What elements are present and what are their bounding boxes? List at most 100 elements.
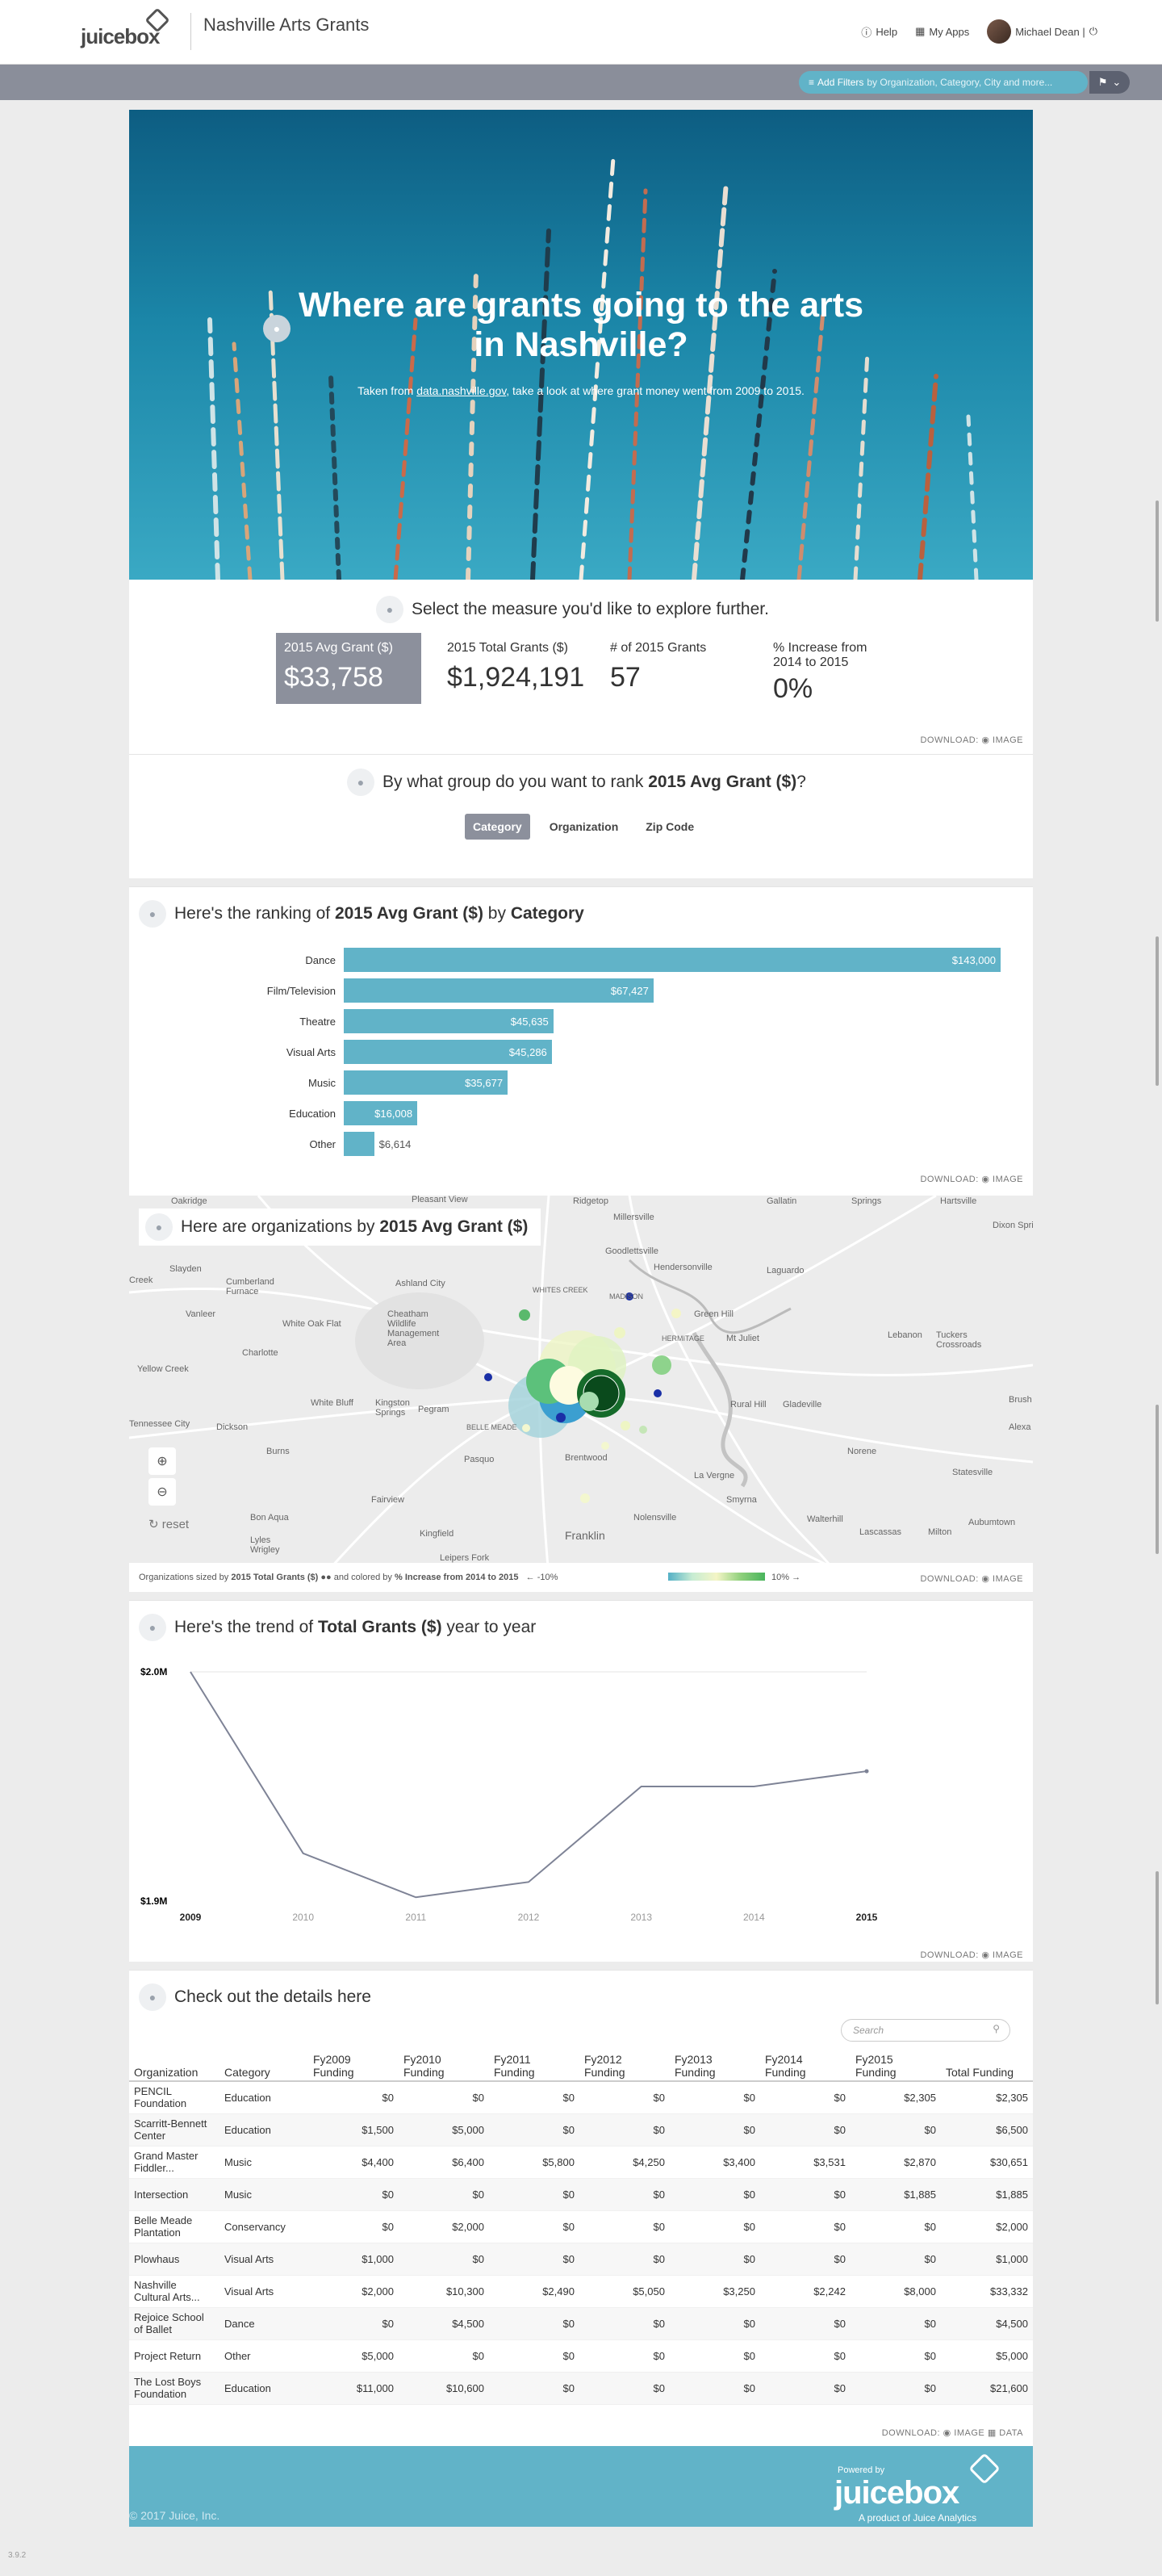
trend-series-line[interactable]: [190, 1671, 867, 1899]
trend-point[interactable]: [864, 1769, 869, 1774]
bar-education[interactable]: [344, 1101, 418, 1125]
user-menu[interactable]: Michael Dean | ⏻: [987, 19, 1097, 44]
svg-text:Laguardo: Laguardo: [767, 1266, 805, 1275]
download-image-link[interactable]: DOWNLOAD: ◉ IMAGE: [920, 1573, 1023, 1584]
zoom-out-button[interactable]: ⊖: [148, 1478, 176, 1506]
kpi-label: # of 2015 Grants: [610, 641, 707, 655]
x-tick-label: 2013: [630, 1912, 652, 1923]
search-icon: ⚲: [993, 2023, 1000, 2034]
bar-theatre[interactable]: [344, 1009, 554, 1033]
svg-text:Leipers Fork: Leipers Fork: [440, 1553, 490, 1563]
camera-icon[interactable]: ◉: [943, 2428, 951, 2438]
svg-text:BELLE MEADE: BELLE MEADE: [466, 1423, 517, 1431]
data-nashville-link[interactable]: data.nashville.gov: [416, 384, 507, 397]
download-image-link[interactable]: DOWNLOAD: ◉ IMAGE: [920, 1174, 1023, 1184]
comment-icon[interactable]: ●: [139, 1983, 166, 2011]
scroll-indicator[interactable]: [1156, 1405, 1159, 1554]
table-icon[interactable]: ▦: [987, 2428, 997, 2438]
details-table-scroll[interactable]: Organization Category Fy2009 Funding Fy2010…: [129, 2051, 1033, 2415]
table-row[interactable]: Intersection Music $0 $0 $0 $0 $0 $0 $1,885 $1,88…: [129, 2178, 1033, 2211]
table-row[interactable]: Scarritt-Bennett Center Education $1,500 $5…: [129, 2113, 1033, 2147]
svg-text:Norene: Norene: [847, 1447, 876, 1456]
table-row[interactable]: TN Art LeagueVisual Arts$10,000$12,000$0…: [129, 2404, 1033, 2415]
comment-icon[interactable]: ●: [376, 596, 403, 623]
table-cell: Nashville Cultural Arts...: [129, 2275, 219, 2308]
column-header[interactable]: Total Funding: [940, 2051, 1033, 2082]
kpi-num-grants[interactable]: # of 2015 Grants 57: [602, 633, 731, 704]
organization-map[interactable]: Oakridge Pleasant View Ridgetop Millersvil…: [129, 1196, 1033, 1577]
scroll-indicator[interactable]: [1156, 1871, 1159, 2004]
power-icon[interactable]: ⏻: [1089, 25, 1097, 37]
download-image-link[interactable]: DOWNLOAD: ◉ IMAGE: [920, 735, 1023, 745]
my-apps-link[interactable]: ▦ My Apps: [915, 25, 969, 38]
bar-visual-arts[interactable]: [344, 1040, 552, 1064]
tab-category[interactable]: Category: [465, 814, 530, 840]
bar-film-television[interactable]: [344, 978, 654, 1003]
tab-zip-code[interactable]: Zip Code: [646, 820, 695, 833]
table-cell: $1,000: [307, 2243, 399, 2276]
juicebox-logo[interactable]: juicebox: [81, 7, 178, 48]
svg-text:Milton: Milton: [928, 1527, 951, 1537]
table-row[interactable]: PENCIL Foundation Education $0 $0 $0 $0 $0 $0 $2…: [129, 2081, 1033, 2114]
comment-icon[interactable]: ●: [347, 769, 374, 796]
bookmark-button[interactable]: ⚑ ⌄: [1089, 71, 1130, 94]
details-panel: ● Check out the details here Search ⚲ Org…: [129, 1970, 1033, 2446]
download-label: DOWNLOAD:: [920, 1950, 979, 1960]
add-filters-button[interactable]: ≡ Add Filters by Organization, Category,…: [799, 71, 1088, 94]
bar-value-label: $6,614: [378, 1138, 412, 1150]
table-row[interactable]: Belle Meade Plantation Conservancy $0 $2,00…: [129, 2210, 1033, 2243]
kpi-avg-grant[interactable]: 2015 Avg Grant ($) $33,758: [276, 633, 421, 704]
table-row[interactable]: Project Return Other $5,000 $0 $0 $0 $0 $0 $0 $5,…: [129, 2339, 1033, 2373]
column-header[interactable]: Fy2011 Funding: [488, 2051, 579, 2082]
comment-icon[interactable]: ●: [145, 1213, 173, 1241]
measure-prompt: ● Select the measure you'd like to explo…: [376, 596, 769, 623]
help-link[interactable]: ⓘ Help: [861, 24, 897, 40]
measure-prompt-text: Select the measure you'd like to explore…: [412, 600, 769, 618]
table-cell: $0: [850, 2404, 941, 2415]
table-row[interactable]: Rejoice School of Ballet Dance $0 $4,500 $0 $…: [129, 2307, 1033, 2340]
table-row[interactable]: Grand Master Fiddler... Music $4,400 $6,400…: [129, 2146, 1033, 2179]
column-header[interactable]: Category: [219, 2051, 308, 2082]
table-search-input[interactable]: Search ⚲: [841, 2019, 1010, 2042]
help-label: Help: [876, 25, 898, 38]
bar-value-label: $143,000: [951, 954, 996, 966]
bar-music[interactable]: [344, 1070, 508, 1095]
svg-text:Pegram: Pegram: [418, 1405, 449, 1414]
table-cell: $11,000: [307, 2372, 399, 2405]
svg-text:Green Hill: Green Hill: [694, 1309, 734, 1319]
zoom-in-button[interactable]: ⊕: [148, 1447, 176, 1475]
table-row[interactable]: The Lost Boys Foundation Education $11,000…: [129, 2372, 1033, 2405]
comment-icon[interactable]: ●: [263, 315, 290, 342]
column-header[interactable]: Organization: [129, 2051, 219, 2082]
table-cell: $0: [307, 2210, 399, 2243]
scroll-indicator[interactable]: [1156, 501, 1159, 622]
table-cell: $8,000: [850, 2275, 941, 2308]
table-cell: Music: [219, 2146, 308, 2179]
column-header[interactable]: Fy2010 Funding: [398, 2051, 489, 2082]
bar-dance[interactable]: [344, 948, 1001, 972]
column-header[interactable]: Fy2015 Funding: [850, 2051, 941, 2082]
bar-other[interactable]: [344, 1132, 374, 1156]
table-cell: $2,000: [940, 2210, 1033, 2243]
comment-icon[interactable]: ●: [139, 900, 166, 928]
svg-text:Bon Aqua: Bon Aqua: [250, 1513, 290, 1523]
table-row[interactable]: Plowhaus Visual Arts $1,000 $0 $0 $0 $0 $0 $0 $1,…: [129, 2243, 1033, 2276]
table-row[interactable]: Nashville Cultural Arts... Visual Arts $2,…: [129, 2275, 1033, 2308]
footer-brand[interactable]: juicebox: [834, 2475, 959, 2511]
column-header[interactable]: Fy2013 Funding: [669, 2051, 760, 2082]
table-cell: $0: [579, 2113, 670, 2147]
trend-panel: ● Here's the trend of Total Grants ($) y…: [129, 1600, 1033, 1962]
column-header[interactable]: Fy2012 Funding: [579, 2051, 670, 2082]
kpi-total-grants[interactable]: 2015 Total Grants ($) $1,924,191: [439, 633, 584, 704]
scroll-indicator[interactable]: [1156, 936, 1159, 1086]
comment-icon[interactable]: ●: [139, 1614, 166, 1641]
map-reset-button[interactable]: ↻ reset: [148, 1517, 189, 1531]
download-image-link[interactable]: DOWNLOAD: ◉ IMAGE: [920, 1950, 1023, 1960]
download-image-label[interactable]: IMAGE: [954, 2428, 985, 2438]
kpi-pct-increase[interactable]: % Increase from 2014 to 2015 0%: [765, 633, 894, 704]
download-data-label[interactable]: DATA: [999, 2428, 1023, 2438]
column-header[interactable]: Fy2014 Funding: [759, 2051, 851, 2082]
tab-organization[interactable]: Organization: [549, 820, 619, 833]
column-header[interactable]: Fy2009 Funding: [307, 2051, 399, 2082]
filter-bar: ≡ Add Filters by Organization, Category,…: [0, 65, 1162, 100]
